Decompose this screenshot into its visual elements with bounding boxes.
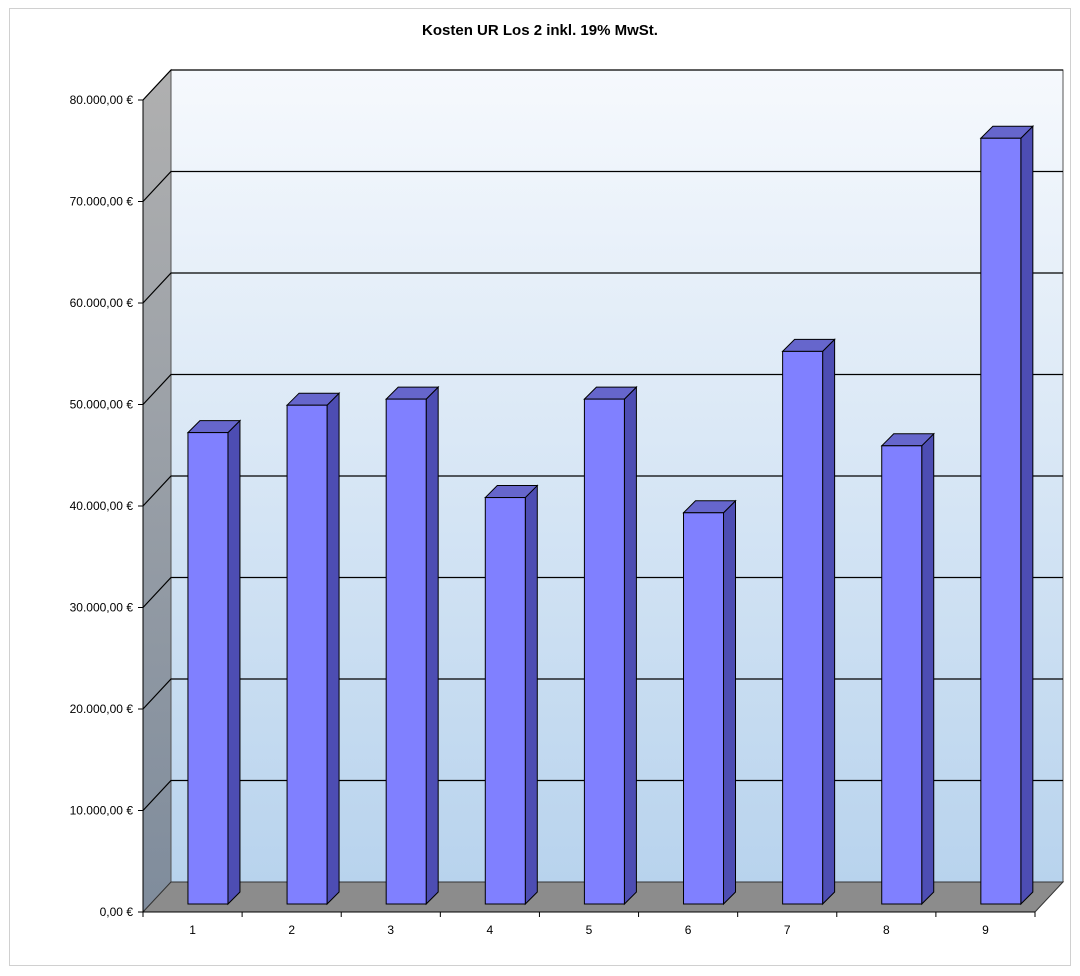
y-tick-label: 30.000,00 € — [70, 601, 134, 615]
gridline — [142, 475, 1063, 507]
bar-front — [683, 512, 725, 905]
bar-front — [484, 497, 526, 905]
bar-side — [425, 385, 439, 906]
bar — [682, 499, 737, 906]
bars — [186, 125, 1035, 906]
gridline — [142, 170, 1063, 202]
x-tick-label: 7 — [784, 923, 791, 937]
x-tick-label: 2 — [288, 923, 295, 937]
gridlines — [142, 69, 1063, 811]
bar-front — [187, 432, 229, 905]
bar-side — [623, 385, 637, 906]
bar-side — [822, 338, 836, 906]
x-tick-label: 9 — [982, 923, 989, 937]
y-tick-label: 20.000,00 € — [70, 702, 134, 716]
chart-title: Kosten UR Los 2 inkl. 19% MwSt. — [422, 22, 658, 39]
bar-side — [524, 484, 538, 906]
y-tick-label: 0,00 € — [100, 905, 134, 919]
bar-front — [385, 398, 427, 905]
y-tick-label: 40.000,00 € — [70, 499, 134, 513]
y-tick-label: 80.000,00 € — [70, 93, 134, 107]
y-tick-label: 60.000,00 € — [70, 296, 134, 310]
bar — [583, 385, 638, 906]
bar-side — [723, 499, 737, 906]
bar-front — [286, 404, 328, 905]
bar-side — [921, 432, 935, 906]
x-axis-ticks: 1 2 3 4 5 6 7 8 9 — [142, 912, 1036, 937]
bar — [186, 419, 242, 906]
x-tick-label: 5 — [586, 923, 593, 937]
bar — [384, 385, 440, 906]
bar-front — [583, 398, 625, 905]
gridline — [142, 779, 1063, 811]
bar — [781, 338, 836, 906]
gridline — [142, 678, 1063, 710]
y-tick-label: 70.000,00 € — [70, 195, 134, 209]
gridline — [142, 576, 1063, 608]
y-tick-label: 10.000,00 € — [70, 804, 134, 818]
gridline — [142, 69, 1063, 101]
x-tick-label: 1 — [189, 923, 196, 937]
bar — [979, 125, 1035, 906]
bar-front — [782, 350, 824, 905]
x-tick-label: 6 — [685, 923, 692, 937]
bar — [880, 432, 935, 906]
bar-front — [980, 137, 1022, 905]
x-tick-label: 3 — [387, 923, 394, 937]
bar-side — [326, 391, 340, 906]
y-axis-ticks: 0,00 € 10.000,00 € 20.000,00 € 30.000,00 € 4… — [70, 93, 143, 919]
y-tick-label: 50.000,00 € — [70, 398, 134, 412]
x-tick-label: 4 — [487, 923, 494, 937]
bar-front — [881, 445, 923, 905]
bar — [285, 391, 341, 906]
bar-side — [1020, 125, 1034, 906]
gridline — [142, 373, 1063, 405]
bar-side — [227, 419, 241, 906]
x-tick-label: 8 — [883, 923, 890, 937]
bar — [484, 484, 539, 906]
gridline — [142, 272, 1063, 304]
